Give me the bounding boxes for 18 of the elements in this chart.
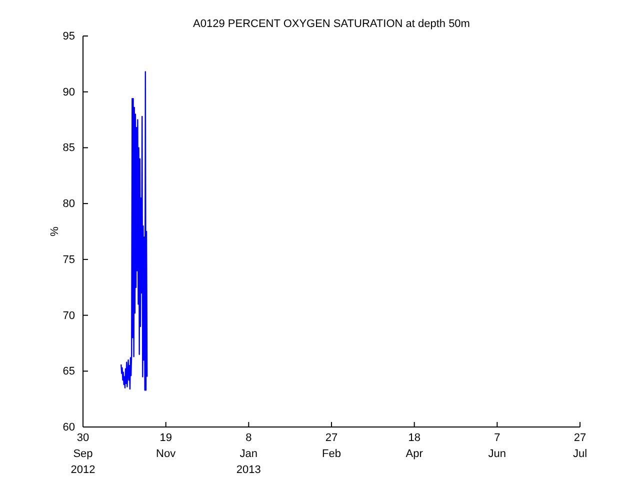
chart-title: A0129 PERCENT OXYGEN SATURATION at depth 50m	[193, 18, 470, 30]
y-axis-title: %	[49, 226, 61, 236]
y-tick-label: 95	[62, 30, 75, 43]
y-tick-label: 65	[62, 366, 75, 378]
x-tick-label: 27 Jul	[572, 432, 588, 460]
y-tick-label: 90	[62, 86, 75, 98]
y-tick-label: 80	[62, 198, 75, 210]
y-tick-label: 85	[62, 142, 75, 154]
x-tick-label: 19 Nov	[156, 432, 176, 460]
x-tick-label: 8 Jan 2013	[236, 432, 261, 476]
y-tick-label: 60	[62, 422, 75, 434]
x-tick-label: 18 Apr	[406, 432, 424, 460]
y-tick-label: 70	[62, 310, 75, 322]
x-tick-label: 27 Feb	[322, 432, 341, 460]
line-series	[120, 71, 148, 391]
x-tick-label: 30 Sep 2012	[70, 432, 96, 476]
x-tick-label: 7 Jun	[488, 432, 506, 460]
y-tick-label: 75	[62, 254, 75, 266]
